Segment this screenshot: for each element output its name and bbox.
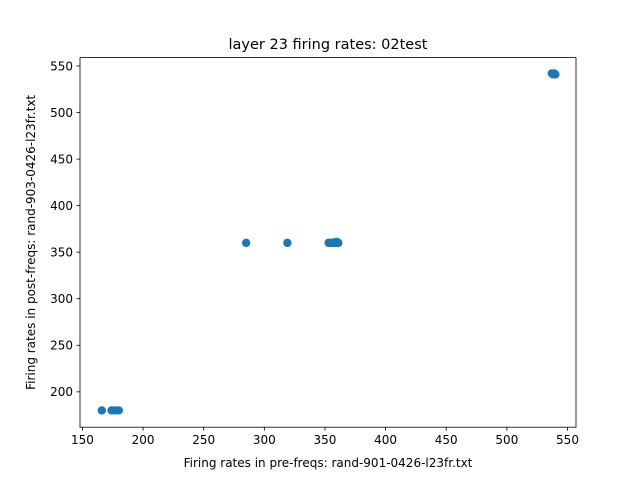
x-axis-ticks: 150 200 250 300 350 400 450 500 550 — [71, 427, 579, 447]
y-tick-label: 400 — [50, 199, 73, 213]
y-axis-label: Firing rates in post-freqs: rand-903-042… — [24, 95, 38, 390]
data-point — [241, 238, 251, 248]
y-axis-ticks: 200 250 300 350 400 450 500 550 — [50, 59, 80, 399]
data-point — [334, 238, 343, 248]
y-tick-label: 200 — [50, 385, 73, 399]
x-tick-label: 150 — [71, 433, 94, 447]
y-tick-label: 250 — [50, 339, 73, 353]
y-tick-label: 450 — [50, 152, 73, 166]
x-axis-label: Firing rates in pre-freqs: rand-901-0426… — [184, 456, 473, 470]
x-tick-label: 300 — [253, 433, 276, 447]
data-point — [114, 406, 124, 415]
data-point — [551, 70, 560, 79]
data-point — [283, 238, 292, 248]
x-tick-label: 450 — [435, 433, 458, 447]
y-tick-label: 550 — [50, 59, 73, 73]
x-tick-label: 200 — [132, 433, 155, 447]
data-point — [97, 406, 107, 415]
x-tick-label: 400 — [374, 433, 397, 447]
x-tick-label: 350 — [314, 433, 337, 447]
x-tick-label: 250 — [192, 433, 215, 447]
data-points — [97, 69, 560, 415]
y-tick-label: 300 — [50, 292, 73, 306]
x-tick-label: 500 — [495, 433, 518, 447]
plot-frame — [79, 57, 577, 428]
y-tick-label: 350 — [50, 245, 73, 259]
chart-title: layer 23 firing rates: 02test — [229, 37, 428, 53]
x-tick-label: 550 — [556, 433, 579, 447]
y-tick-label: 500 — [50, 106, 73, 120]
